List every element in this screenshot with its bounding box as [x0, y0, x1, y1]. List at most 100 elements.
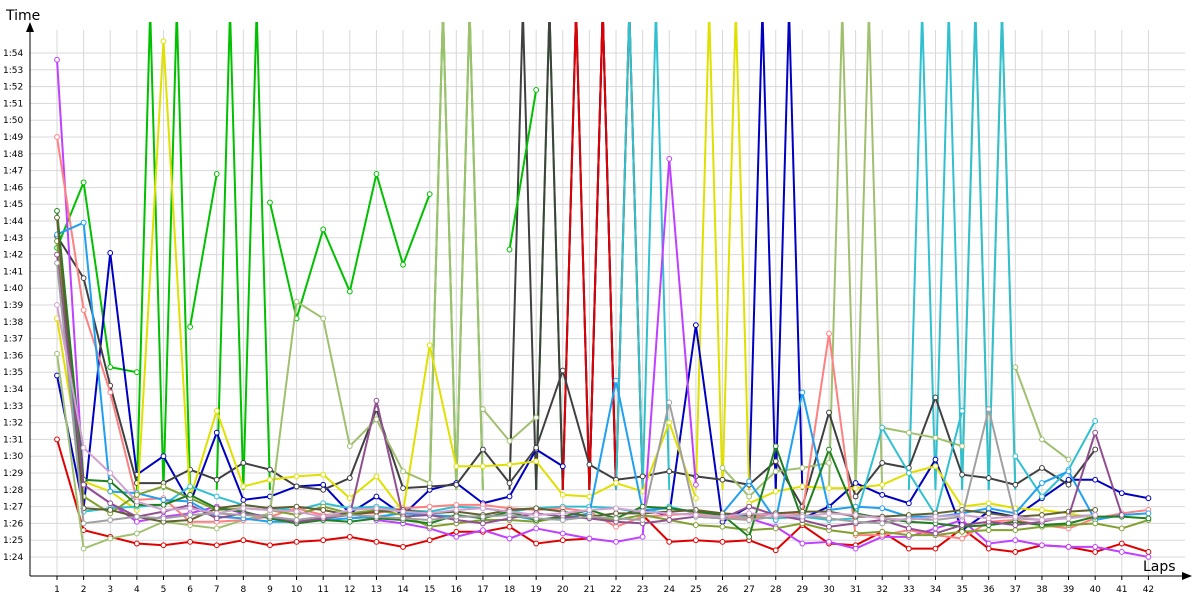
data-point — [1012, 453, 1019, 460]
data-point — [613, 505, 619, 512]
data-point — [905, 532, 912, 539]
data-point — [799, 483, 806, 490]
data-point — [160, 515, 167, 522]
series-spike — [428, 22, 458, 490]
data-point — [480, 446, 486, 453]
data-point — [1039, 436, 1045, 443]
data-point — [826, 485, 832, 492]
series-line — [882, 426, 963, 448]
series-spike — [215, 22, 245, 490]
y-tick-label: 1:29 — [3, 469, 23, 479]
data-point — [240, 512, 247, 518]
data-point — [852, 512, 859, 518]
data-point — [1039, 480, 1045, 486]
data-point — [613, 523, 619, 530]
data-point — [639, 508, 646, 515]
data-point — [213, 505, 220, 512]
series-spike — [535, 22, 564, 490]
data-point — [346, 507, 353, 513]
data-point — [187, 505, 194, 512]
data-point — [480, 463, 486, 470]
data-point — [905, 500, 912, 507]
y-tick-label: 1:26 — [3, 519, 23, 529]
data-point — [772, 512, 779, 518]
data-point — [267, 542, 273, 549]
data-point — [959, 443, 965, 450]
x-tick-labels: 1 2 3 4 5 6 7 8 9 10 11 12 13 14 15 16 17 18 19 20 21 22 23 24 2… — [54, 585, 1154, 595]
data-point — [453, 513, 460, 520]
series-spike — [561, 22, 591, 490]
series-spike — [588, 22, 618, 490]
data-point — [133, 518, 140, 525]
data-point — [160, 483, 167, 490]
series-spike — [748, 22, 777, 490]
y-tick-label: 1:40 — [3, 284, 23, 294]
data-point — [54, 56, 60, 63]
x-tick-label: 15 — [424, 585, 435, 595]
data-point — [267, 507, 273, 513]
data-point — [1039, 517, 1045, 523]
data-point — [826, 510, 832, 517]
series-line — [56, 217, 1096, 523]
x-tick-label: 25 — [690, 585, 701, 595]
data-point — [54, 134, 60, 140]
data-point — [80, 520, 87, 527]
data-point — [692, 522, 699, 528]
data-point — [293, 483, 300, 490]
data-point — [559, 517, 566, 523]
y-tick-label: 1:46 — [3, 183, 23, 193]
data-point — [1092, 418, 1099, 424]
x-tick-label: 23 — [637, 585, 648, 595]
data-point — [293, 298, 300, 305]
data-point — [905, 517, 912, 523]
data-point — [799, 465, 806, 471]
data-point — [746, 533, 753, 540]
data-point — [373, 473, 380, 480]
x-tick-label: 2 — [81, 585, 87, 595]
x-tick-label: 7 — [214, 585, 220, 595]
data-point — [772, 525, 779, 532]
data-point — [187, 323, 194, 330]
data-point — [559, 463, 566, 470]
data-point — [666, 155, 673, 162]
data-point — [320, 537, 327, 544]
data-point — [187, 483, 194, 490]
y-tick-label: 1:30 — [3, 452, 23, 462]
data-point — [107, 507, 114, 513]
data-point — [400, 508, 406, 515]
x-tick-label: 36 — [983, 585, 995, 595]
data-point — [1118, 525, 1125, 532]
series-line — [56, 304, 1096, 522]
data-point — [506, 461, 513, 468]
x-tick-label: 30 — [823, 585, 835, 595]
data-point — [320, 507, 327, 513]
y-tick-label: 1:53 — [3, 66, 23, 76]
data-point — [400, 544, 406, 550]
data-point — [826, 446, 832, 453]
data-point — [533, 87, 540, 93]
data-point — [559, 491, 566, 498]
data-point — [533, 458, 540, 465]
series-spike — [907, 22, 937, 490]
data-point — [506, 246, 513, 253]
data-point — [267, 513, 273, 520]
data-point — [506, 523, 513, 530]
data-point — [267, 466, 273, 473]
data-point — [533, 444, 540, 451]
data-point — [613, 377, 619, 384]
data-point — [905, 429, 912, 436]
data-point — [373, 538, 380, 545]
data-point — [1012, 481, 1019, 488]
data-point — [373, 416, 380, 423]
x-tick-label: 33 — [903, 585, 914, 595]
data-point — [879, 481, 886, 488]
y-tick-label: 1:49 — [3, 133, 23, 143]
data-point — [240, 483, 247, 490]
data-point — [80, 545, 87, 552]
data-point — [400, 485, 406, 492]
data-point — [559, 537, 566, 544]
series-spike — [588, 22, 618, 490]
data-point — [586, 461, 593, 468]
data-point — [213, 171, 220, 177]
